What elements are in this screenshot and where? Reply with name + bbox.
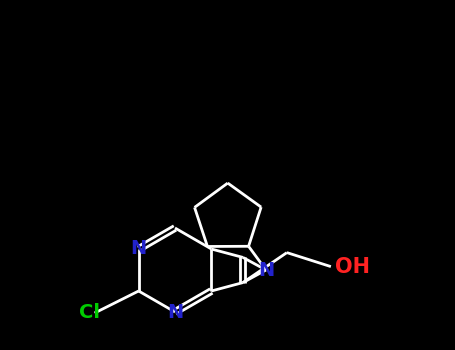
Text: N: N — [258, 260, 274, 280]
Text: N: N — [167, 302, 183, 322]
Text: Cl: Cl — [79, 303, 100, 322]
Text: N: N — [131, 239, 147, 259]
Text: OH: OH — [335, 257, 370, 276]
